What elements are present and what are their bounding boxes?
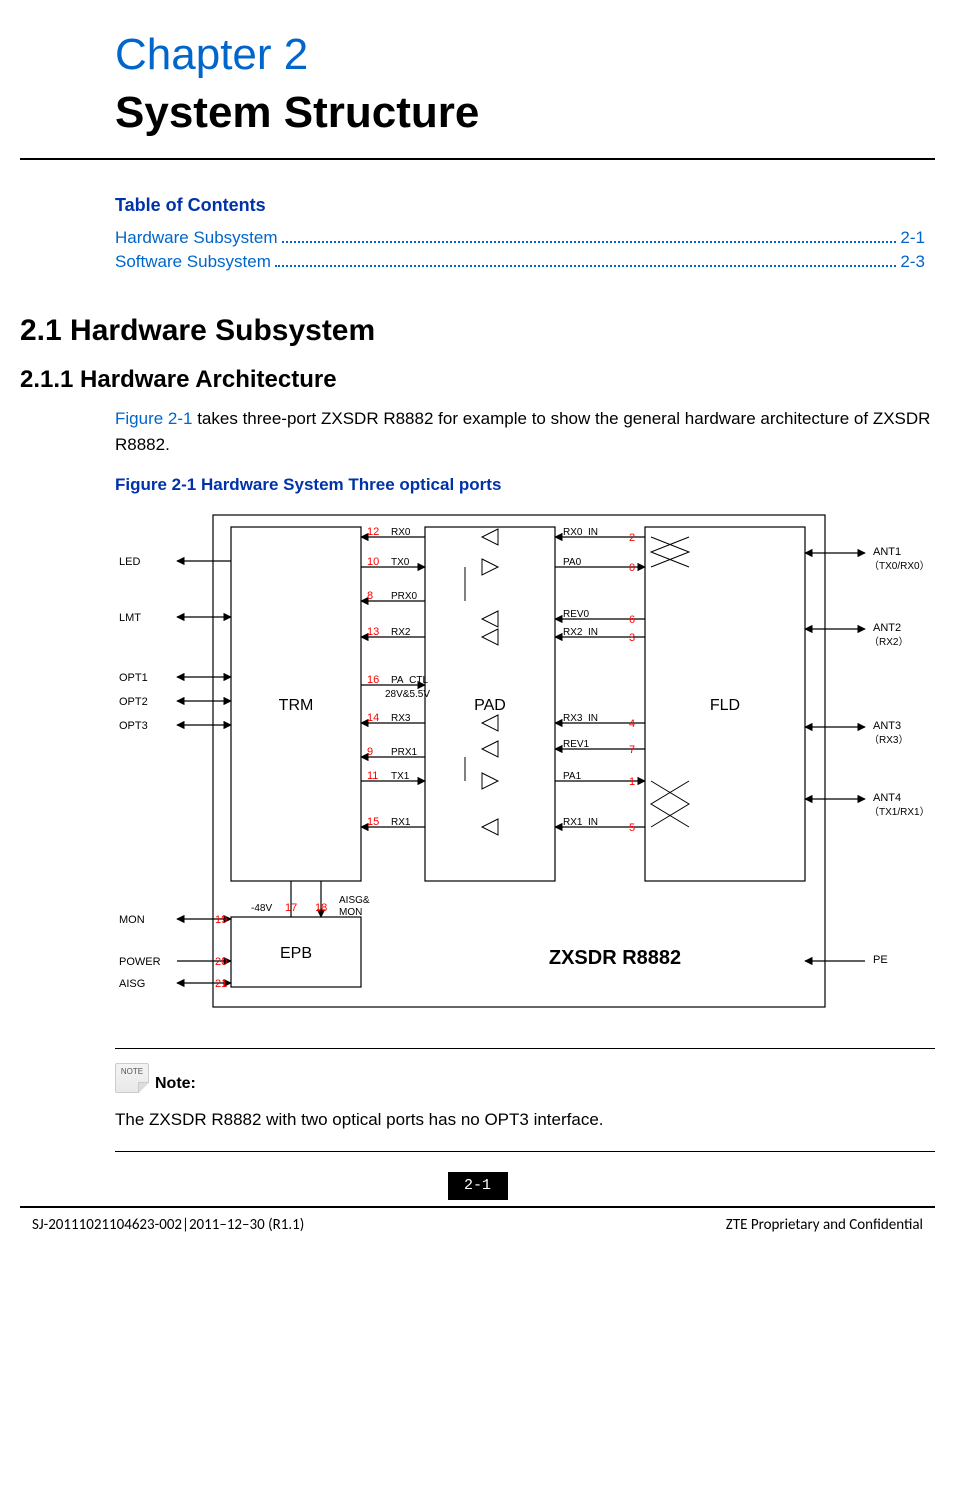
note-header: NOTE Note: [115, 1063, 935, 1093]
svg-text:-48V: -48V [251, 903, 272, 914]
svg-text:PAD: PAD [474, 697, 506, 714]
footer-left: SJ-20111021104623-002|2011–12–30 (R1.1) [32, 1216, 304, 1234]
toc-header: Table of Contents [115, 195, 935, 216]
svg-text:3: 3 [629, 632, 635, 644]
svg-text:AISG: AISG [119, 978, 145, 990]
note-rule-bottom [115, 1151, 935, 1152]
svg-text:20: 20 [215, 956, 227, 968]
svg-text:（RX3）: （RX3） [869, 734, 908, 746]
svg-text:RX3: RX3 [391, 713, 411, 724]
note-text: The ZXSDR R8882 with two optical ports h… [115, 1107, 935, 1133]
svg-text:REV0: REV0 [563, 609, 590, 620]
toc-page: 2-3 [900, 252, 925, 272]
svg-text:RX1_IN: RX1_IN [563, 817, 598, 828]
figure-caption: Figure 2-1 Hardware System Three optical… [115, 475, 935, 495]
svg-text:21: 21 [215, 978, 227, 990]
svg-text:2: 2 [629, 532, 635, 544]
svg-text:LMT: LMT [119, 612, 141, 624]
svg-text:RX2_IN: RX2_IN [563, 627, 598, 638]
svg-text:RX2: RX2 [391, 627, 411, 638]
paragraph: Figure 2-1 takes three-port ZXSDR R8882 … [115, 406, 935, 457]
svg-text:OPT3: OPT3 [119, 720, 148, 732]
svg-text:MON: MON [339, 907, 362, 918]
svg-text:REV1: REV1 [563, 739, 590, 750]
note-rule-top [115, 1048, 935, 1049]
toc-row[interactable]: Software Subsystem 2-3 [115, 252, 925, 272]
note-label: Note: [155, 1075, 196, 1093]
svg-text:ANT3: ANT3 [873, 720, 901, 732]
footer-right: ZTE Proprietary and Confidential [726, 1216, 923, 1234]
rule-top [20, 158, 935, 160]
chapter-title: System Structure [115, 88, 935, 138]
svg-text:ANT2: ANT2 [873, 622, 901, 634]
svg-text:ZXSDR R8882: ZXSDR R8882 [549, 947, 681, 969]
svg-text:ANT1: ANT1 [873, 546, 901, 558]
svg-text:PA0: PA0 [563, 557, 582, 568]
svg-text:17: 17 [285, 902, 297, 914]
svg-text:OPT2: OPT2 [119, 696, 148, 708]
svg-text:PA_CTL: PA_CTL [391, 675, 428, 686]
svg-text:11: 11 [367, 770, 378, 782]
svg-text:AISG&: AISG& [339, 895, 370, 906]
svg-text:（RX2）: （RX2） [869, 636, 908, 648]
svg-text:（TX0/RX0）: （TX0/RX0） [869, 560, 930, 572]
svg-text:13: 13 [367, 626, 379, 638]
svg-text:18: 18 [315, 902, 327, 914]
toc-leader [282, 229, 897, 243]
svg-text:5: 5 [629, 822, 635, 834]
svg-text:14: 14 [367, 712, 379, 724]
figure-reference-link[interactable]: Figure 2-1 [115, 409, 192, 428]
svg-text:POWER: POWER [119, 956, 161, 968]
svg-text:0: 0 [629, 562, 635, 574]
svg-text:PA1: PA1 [563, 771, 582, 782]
toc-row[interactable]: Hardware Subsystem 2-1 [115, 228, 925, 248]
svg-text:19: 19 [215, 914, 227, 926]
svg-text:12: 12 [367, 526, 379, 538]
note-icon: NOTE [115, 1063, 149, 1093]
svg-text:ANT4: ANT4 [873, 792, 901, 804]
footer-rule [20, 1206, 935, 1208]
toc-label: Software Subsystem [115, 252, 271, 272]
svg-text:16: 16 [367, 674, 379, 686]
svg-text:MON: MON [119, 914, 145, 926]
svg-text:RX0_IN: RX0_IN [563, 527, 598, 538]
svg-text:PE: PE [873, 954, 888, 966]
svg-text:LED: LED [119, 556, 140, 568]
svg-text:28V&5.5V: 28V&5.5V [385, 689, 430, 700]
footer: SJ-20111021104623-002|2011–12–30 (R1.1) … [20, 1216, 935, 1244]
svg-text:EPB: EPB [280, 945, 312, 962]
svg-text:9: 9 [367, 746, 373, 758]
svg-text:6: 6 [629, 614, 635, 626]
svg-text:1: 1 [629, 776, 635, 788]
heading-2-1: 2.1 Hardware Subsystem [20, 314, 935, 348]
toc-label: Hardware Subsystem [115, 228, 278, 248]
svg-text:TX0: TX0 [391, 557, 410, 568]
svg-text:FLD: FLD [710, 697, 740, 714]
heading-2-1-1: 2.1.1 Hardware Architecture [20, 366, 935, 394]
svg-text:10: 10 [367, 556, 379, 568]
toc-page: 2-1 [900, 228, 925, 248]
svg-text:8: 8 [367, 590, 373, 602]
svg-text:4: 4 [629, 718, 635, 730]
svg-text:7: 7 [629, 744, 635, 756]
svg-text:PRX0: PRX0 [391, 591, 418, 602]
svg-text:PRX1: PRX1 [391, 747, 418, 758]
svg-text:RX3_IN: RX3_IN [563, 713, 598, 724]
svg-text:（TX1/RX1）: （TX1/RX1） [869, 806, 930, 818]
page-number: 2-1 [448, 1172, 508, 1200]
svg-text:TX1: TX1 [391, 771, 410, 782]
toc-leader [275, 253, 897, 267]
svg-text:15: 15 [367, 816, 379, 828]
svg-text:RX1: RX1 [391, 817, 411, 828]
chapter-number: Chapter 2 [115, 30, 935, 80]
svg-text:OPT1: OPT1 [119, 672, 148, 684]
svg-text:RX0: RX0 [391, 527, 411, 538]
paragraph-text: takes three-port ZXSDR R8882 for example… [115, 409, 930, 454]
svg-text:TRM: TRM [279, 697, 314, 714]
figure-2-1-diagram: TRM PAD FLD EPB ZXSDR R8882 LED LMT OPT1 OPT2 OPT… [115, 509, 935, 1024]
